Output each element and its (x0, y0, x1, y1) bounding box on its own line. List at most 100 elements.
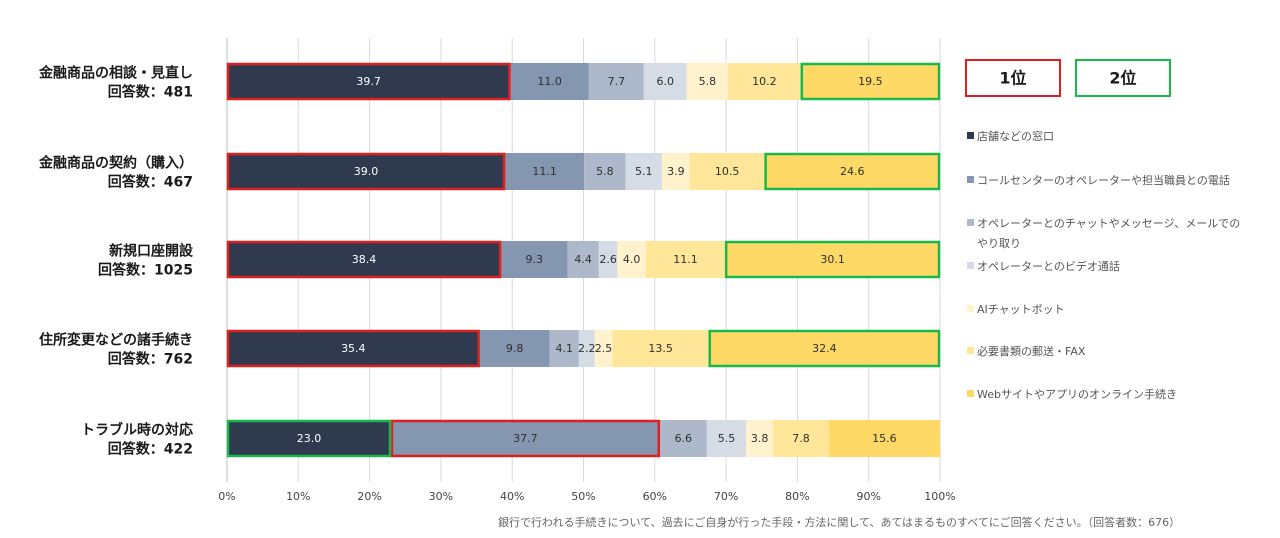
bar-segment (625, 153, 662, 190)
value-label: 6.6 (675, 432, 693, 445)
bar-segment (598, 241, 618, 278)
legend-swatch (967, 347, 974, 354)
category-label: 住所変更などの諸手続き (39, 332, 193, 349)
rank-highlight (226, 419, 392, 458)
x-tick-label: 30% (429, 490, 453, 503)
value-label: 5.8 (596, 165, 614, 178)
bar-segment (549, 330, 579, 367)
value-label: 13.5 (648, 342, 673, 355)
x-tick-label: 70% (714, 490, 738, 503)
bar-segment (227, 153, 506, 190)
legend-swatch (967, 390, 974, 397)
value-label: 11.0 (537, 75, 562, 88)
value-label: 3.9 (667, 165, 685, 178)
value-label: 30.1 (820, 253, 845, 266)
bar-segment (588, 63, 644, 100)
bar-segment (567, 241, 599, 278)
category-label: 回答数：1025 (98, 262, 193, 279)
x-tick-label: 80% (785, 490, 809, 503)
legend-swatch (967, 262, 974, 269)
x-tick-label: 0% (218, 490, 235, 503)
bar-segment (800, 63, 940, 100)
value-label: 37.7 (513, 432, 538, 445)
value-label: 11.1 (673, 253, 698, 266)
category-label: トラブル時の対応 (81, 422, 193, 439)
rank-legend-box (965, 59, 1061, 97)
bar-segment (689, 153, 765, 190)
bar-segment (706, 420, 747, 457)
bar-segment (643, 63, 687, 100)
x-tick-label: 20% (357, 490, 381, 503)
x-tick-label: 50% (571, 490, 595, 503)
value-label: 10.5 (715, 165, 740, 178)
rank-highlight (764, 152, 941, 191)
legend-label: コールセンターのオペレーターや担当職員との電話 (977, 173, 1230, 187)
value-label: 4.0 (623, 253, 641, 266)
bar-segment (594, 330, 613, 367)
legend-label: AIチャットボット (977, 303, 1065, 316)
bar-segment (390, 420, 660, 457)
legend-swatch (967, 176, 974, 183)
bar-segments (227, 63, 940, 457)
value-label: 23.0 (297, 432, 322, 445)
category-label: 回答数：422 (108, 441, 193, 458)
x-tick-label: 10% (286, 490, 310, 503)
category-label: 回答数：762 (108, 351, 193, 368)
value-label: 2.5 (595, 342, 613, 355)
value-label: 4.1 (555, 342, 573, 355)
bar-segment (686, 63, 729, 100)
series-legend: 店舗などの窓口コールセンターのオペレーターや担当職員との電話オペレーターとのチャ… (967, 129, 1240, 401)
value-label: 6.0 (656, 75, 674, 88)
rank-legend-label: 2位 (1109, 69, 1136, 88)
legend-swatch (967, 132, 974, 139)
value-label: 5.5 (718, 432, 736, 445)
value-label: 24.6 (840, 165, 865, 178)
bar-segment (501, 241, 568, 278)
x-tick-label: 40% (500, 490, 524, 503)
value-label: 15.6 (872, 432, 897, 445)
value-label: 11.1 (532, 165, 557, 178)
bar-segment (645, 241, 726, 278)
value-label: 19.5 (858, 75, 883, 88)
bar-segment (708, 330, 940, 367)
value-label: 2.2 (578, 342, 596, 355)
rank-legend-box (1075, 59, 1171, 97)
rank-highlight (226, 62, 511, 101)
value-label: 7.8 (792, 432, 810, 445)
bar-segment (578, 330, 595, 367)
category-label: 回答数：467 (108, 174, 193, 191)
rank-legend-label: 1位 (999, 69, 1026, 88)
bar-segment (227, 330, 480, 367)
bar-segment (746, 420, 774, 457)
legend-swatch (967, 219, 974, 226)
legend-label: 店舗などの窓口 (977, 129, 1054, 143)
legend-label: Webサイトやアプリのオンライン手続き (977, 387, 1177, 401)
bar-segment (227, 63, 511, 100)
rank-highlights (226, 62, 941, 458)
category-label: 金融商品の契約（購入） (38, 155, 193, 172)
x-axis: 0% 10% 20% 30% 40% 50% 60% 70% 80% 90% 100% (218, 490, 955, 503)
bar-segment (728, 63, 801, 100)
value-label: 9.3 (526, 253, 544, 266)
value-label: 2.6 (599, 253, 617, 266)
value-label: 38.4 (352, 253, 377, 266)
bar-segment (612, 330, 709, 367)
legend-label: オペレーターとのビデオ通話 (977, 259, 1120, 273)
x-tick-label: 60% (643, 490, 667, 503)
x-tick-label: 90% (856, 490, 880, 503)
value-label: 5.8 (699, 75, 717, 88)
legend-label: やり取り (977, 237, 1021, 250)
rank-highlight (708, 329, 941, 368)
bar-segment (505, 153, 585, 190)
legend-label: 必要書類の郵送・FAX (977, 344, 1086, 358)
legend-label: オペレーターとのチャットやメッセージ、メールでの (977, 217, 1240, 230)
bar-segment (661, 153, 690, 190)
bar-segment (617, 241, 646, 278)
rank-highlight (226, 329, 480, 368)
value-label: 9.8 (506, 342, 524, 355)
bar-segment (725, 241, 940, 278)
x-tick-label: 100% (924, 490, 955, 503)
value-label: 5.1 (635, 165, 653, 178)
